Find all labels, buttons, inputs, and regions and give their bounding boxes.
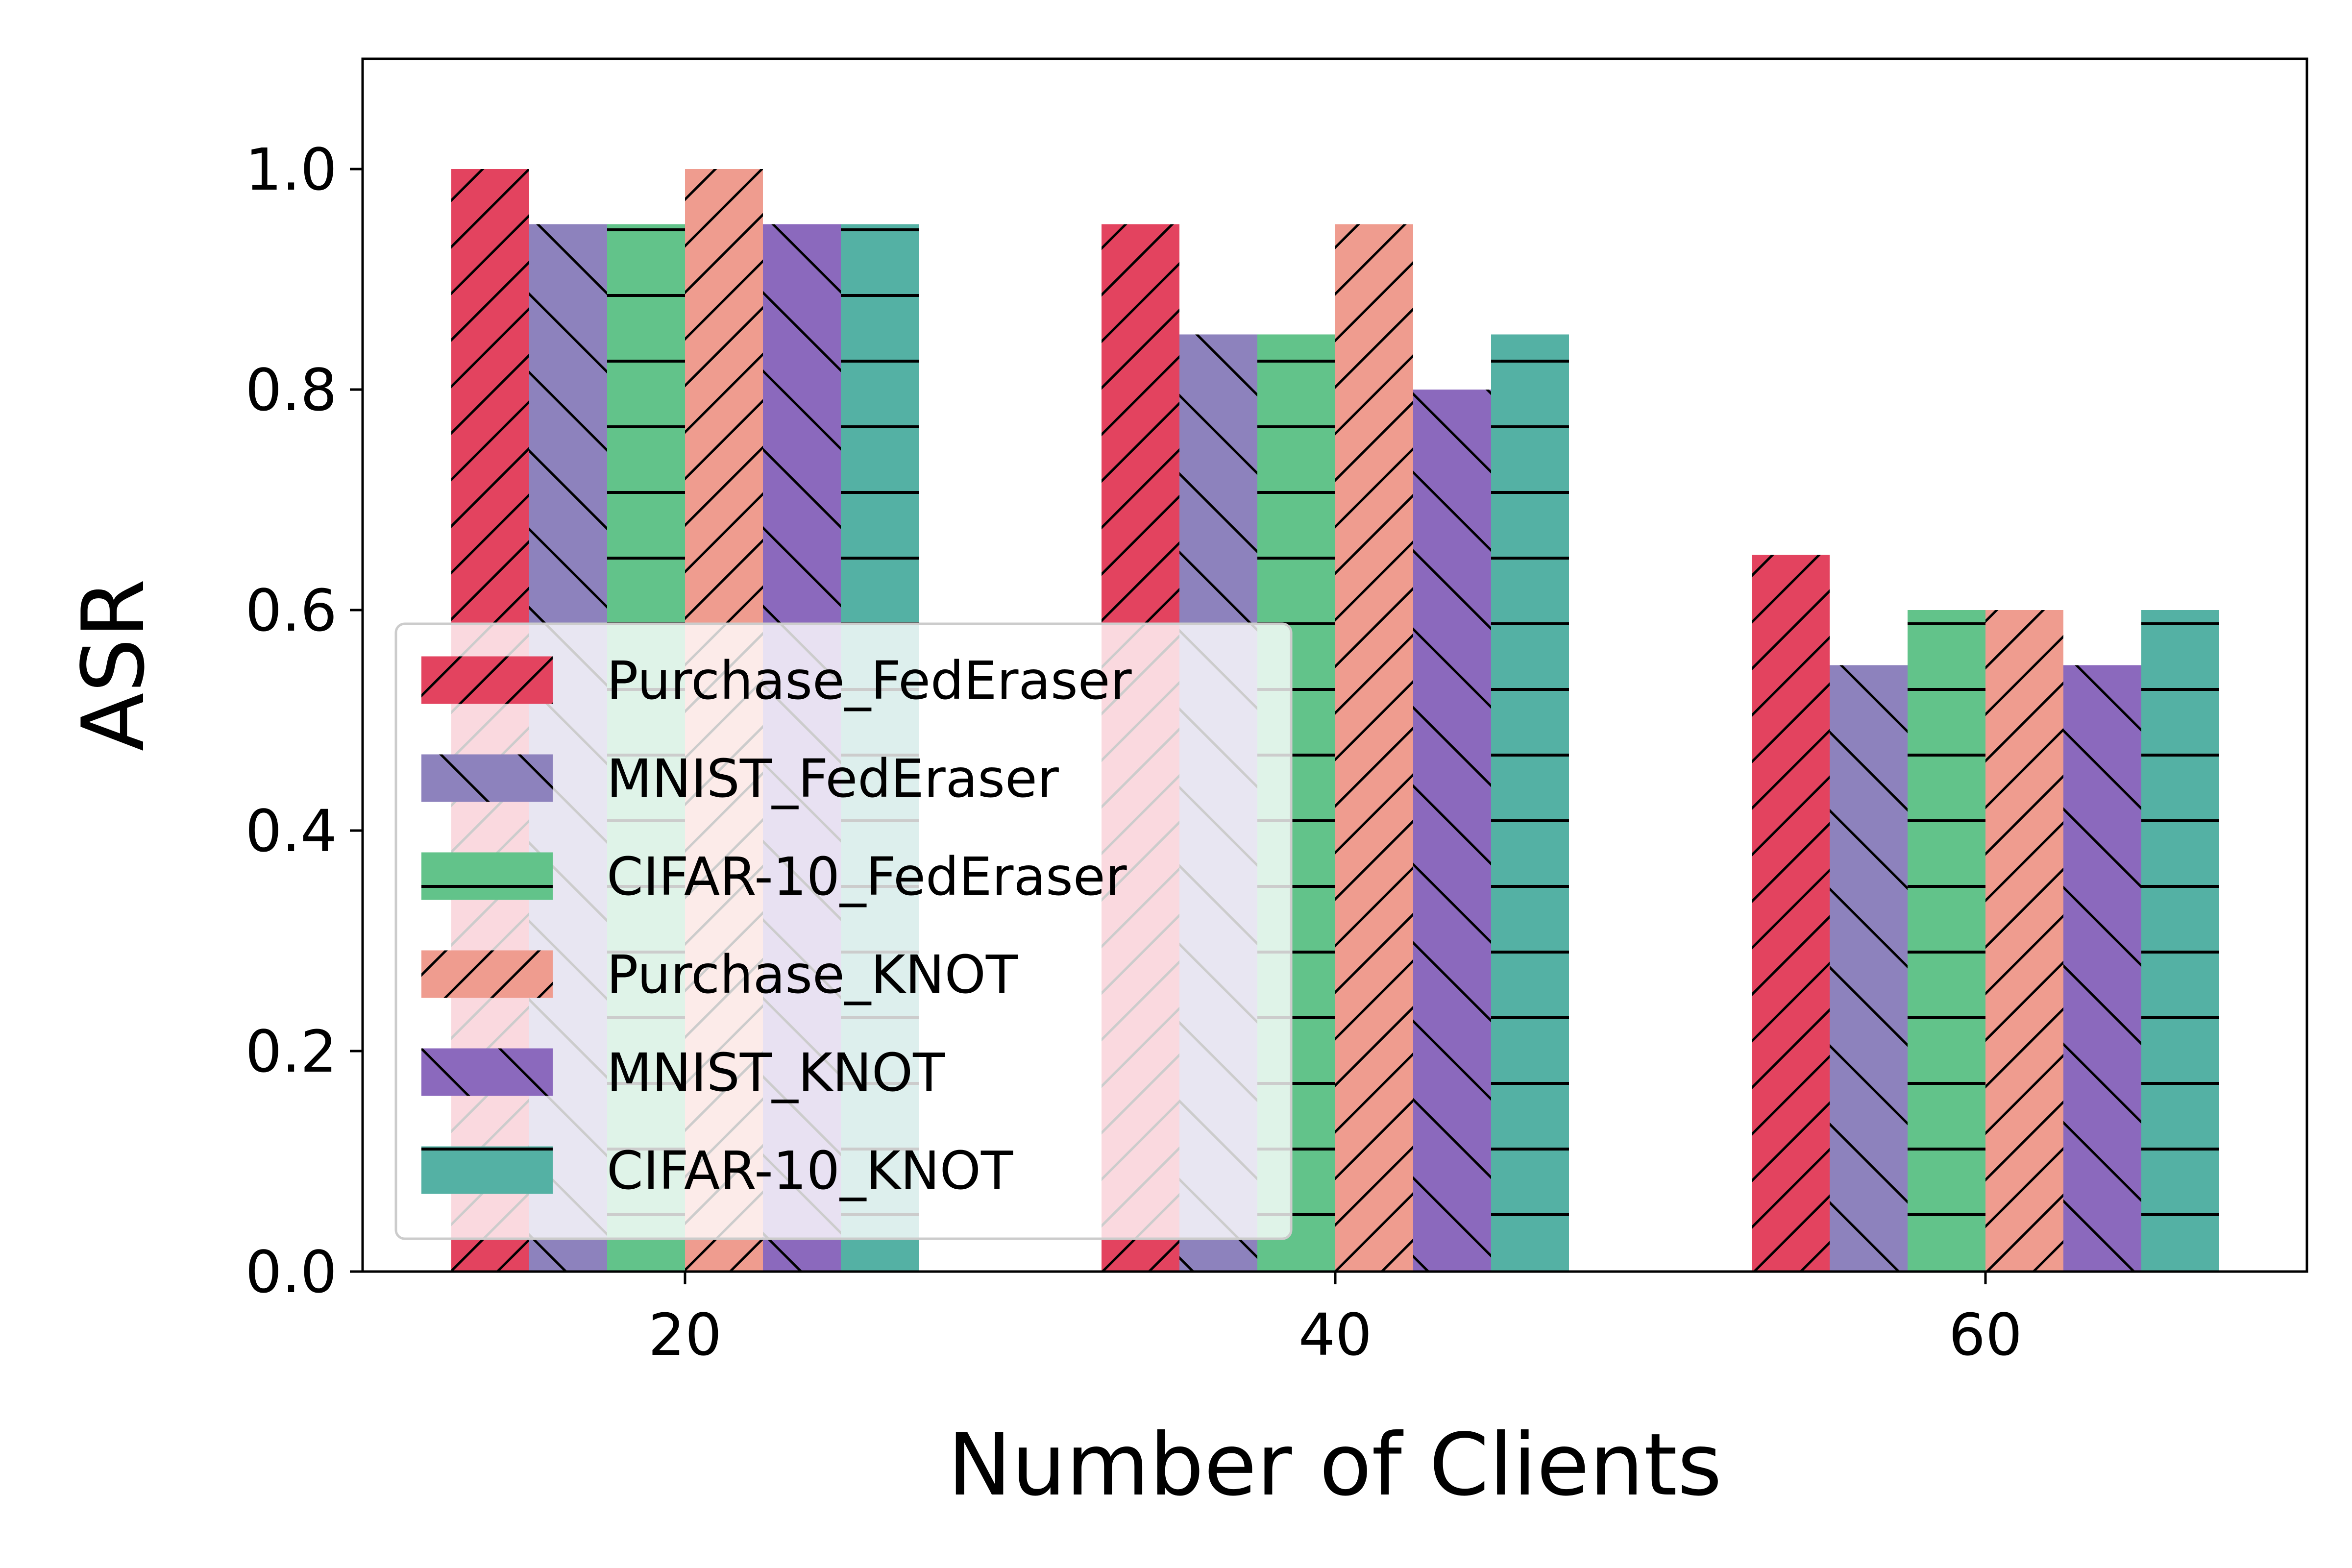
legend-item: CIFAR-10_KNOT bbox=[421, 1141, 1013, 1201]
bar bbox=[1335, 224, 1413, 1272]
legend-label: CIFAR-10_KNOT bbox=[607, 1141, 1013, 1201]
legend: Purchase_FedEraser MNIST_FedEraser CIFAR-1… bbox=[394, 622, 1293, 1240]
y-tick-label: 0.4 bbox=[245, 797, 337, 865]
y-axis-label: ASR bbox=[64, 579, 164, 751]
bar bbox=[2141, 610, 2219, 1272]
x-axis: 20 40 60 bbox=[648, 1272, 2022, 1369]
legend-label: MNIST_KNOT bbox=[607, 1043, 945, 1103]
y-axis: 0.0 0.2 0.4 0.6 0.8 1.0 bbox=[245, 136, 363, 1306]
legend-item: MNIST_FedEraser bbox=[421, 749, 1059, 809]
y-tick-label: 1.0 bbox=[245, 136, 337, 203]
legend-item: CIFAR-10_FedEraser bbox=[421, 847, 1127, 907]
y-tick-label: 0.2 bbox=[245, 1018, 337, 1085]
y-tick-label: 0.0 bbox=[245, 1238, 337, 1306]
legend-label: Purchase_FedEraser bbox=[607, 651, 1132, 711]
bar bbox=[1413, 390, 1491, 1272]
x-axis-label: Number of Clients bbox=[948, 1416, 1722, 1515]
bar bbox=[1491, 334, 1569, 1272]
x-tick-label: 20 bbox=[648, 1301, 722, 1369]
x-tick-label: 40 bbox=[1298, 1301, 1372, 1369]
bar bbox=[1985, 610, 2063, 1272]
legend-label: CIFAR-10_FedEraser bbox=[607, 847, 1127, 907]
bar bbox=[1830, 665, 1908, 1272]
x-tick-label: 60 bbox=[1949, 1301, 2022, 1369]
legend-item: MNIST_KNOT bbox=[421, 1043, 945, 1103]
legend-label: MNIST_FedEraser bbox=[607, 749, 1059, 809]
legend-label: Purchase_KNOT bbox=[607, 945, 1018, 1005]
bar bbox=[2063, 665, 2141, 1272]
legend-box bbox=[394, 622, 1293, 1240]
bar bbox=[1752, 555, 1830, 1272]
y-tick-label: 0.8 bbox=[245, 356, 337, 424]
legend-item: Purchase_FedEraser bbox=[421, 651, 1132, 711]
y-tick-label: 0.6 bbox=[245, 577, 337, 644]
bar bbox=[1908, 610, 1985, 1272]
legend-item: Purchase_KNOT bbox=[421, 945, 1018, 1005]
